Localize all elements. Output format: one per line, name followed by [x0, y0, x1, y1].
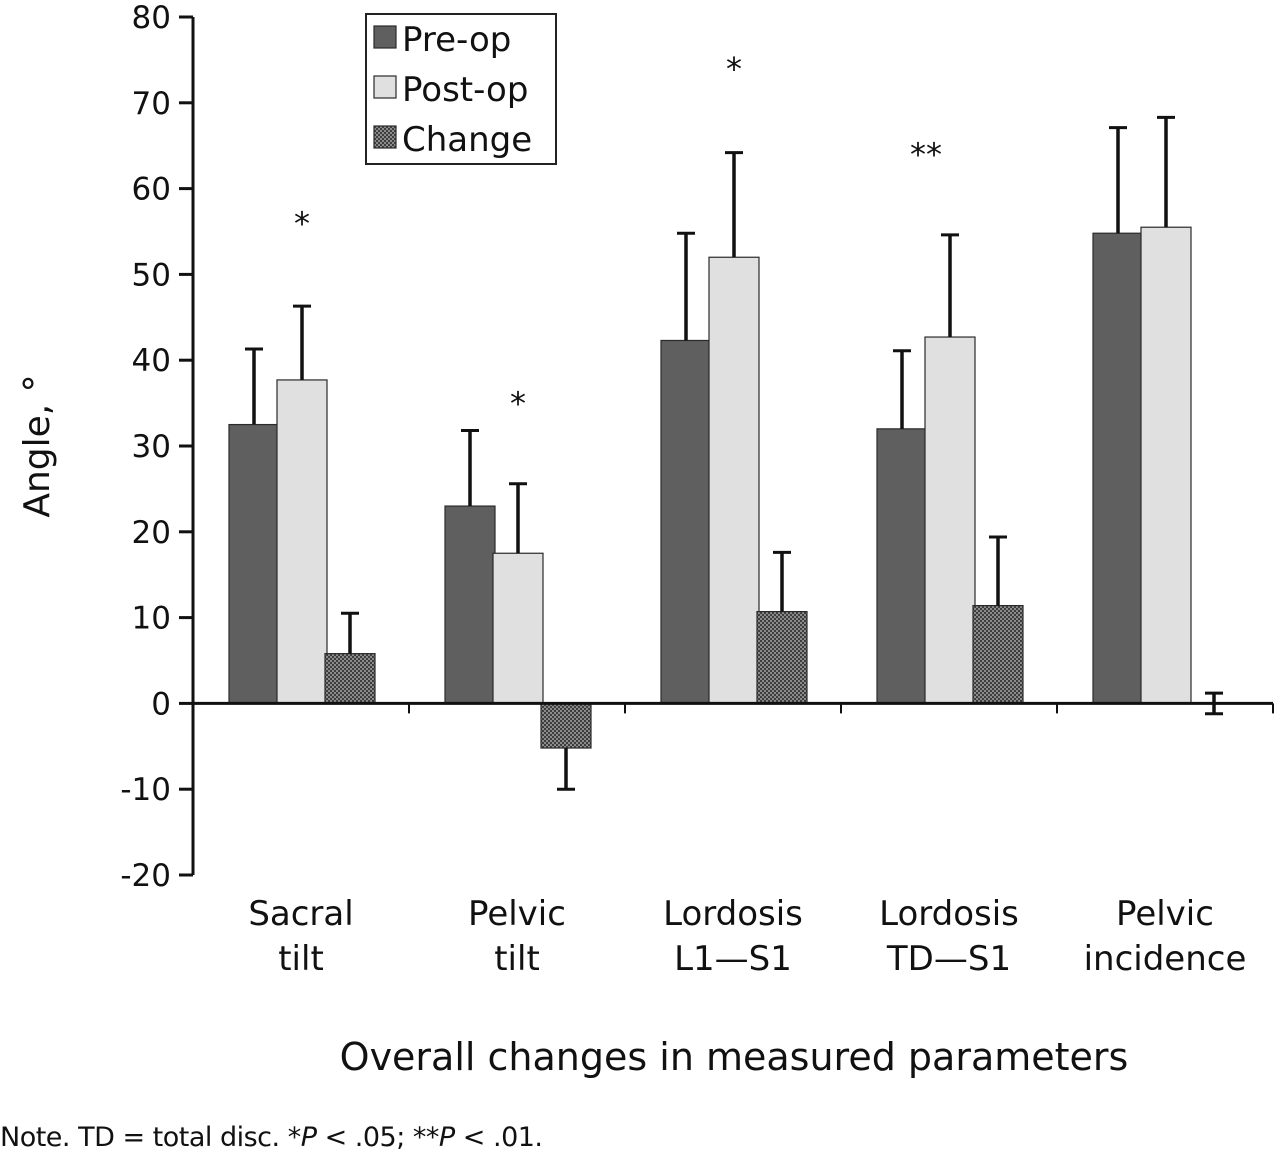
y-tick-label: 0 — [151, 686, 171, 722]
y-tick-label: 10 — [132, 601, 171, 637]
bars-layer — [228, 115, 1223, 791]
footnote: Note. TD = total disc. *P < .05; **P < .… — [0, 1122, 543, 1153]
bar — [492, 552, 544, 704]
y-tick-label: 60 — [132, 172, 171, 208]
x-tick-label: incidence — [1084, 939, 1247, 979]
bar — [1140, 226, 1192, 705]
legend-swatch — [373, 75, 397, 99]
bar — [756, 610, 808, 704]
bar — [540, 702, 592, 749]
legend-box — [365, 13, 557, 165]
footnote-p-symbol: P — [438, 1122, 455, 1153]
bar — [660, 339, 712, 704]
x-tick-label: Pelvic — [1116, 894, 1214, 934]
text-layer: 80 70 60 50 40 30 20 10 0 -10 -20 Angle, ° Sacral til… — [17, 0, 1246, 1079]
x-tick-label: L1—S1 — [674, 939, 792, 979]
bar — [1092, 232, 1144, 704]
y-tick-label: 30 — [132, 429, 171, 465]
x-tick-label: Lordosis — [663, 894, 803, 934]
legend-swatch — [373, 125, 397, 149]
bar — [876, 428, 928, 704]
footnote-text: Note. TD = total disc. * — [0, 1122, 301, 1153]
bar — [276, 379, 328, 704]
y-axis-title: Angle, ° — [17, 374, 58, 517]
bar — [924, 336, 976, 704]
y-tick-label: 70 — [132, 86, 171, 122]
y-tick-label: 20 — [132, 515, 171, 551]
footnote-p-symbol: P — [300, 1122, 317, 1153]
legend-label: Change — [402, 120, 532, 160]
x-tick-label: Pelvic — [468, 894, 566, 934]
x-axis-title: Overall changes in measured parameters — [340, 1035, 1129, 1079]
chart: 80 70 60 50 40 30 20 10 0 -10 -20 Angle, ° Sacral til… — [17, 0, 1274, 1079]
bar — [708, 256, 760, 704]
significance-marker: * — [510, 385, 526, 423]
x-tick-label: Lordosis — [879, 894, 1019, 934]
x-tick-label: tilt — [278, 939, 324, 979]
x-tick-label: Sacral — [248, 894, 353, 934]
y-tick-label: 80 — [132, 0, 171, 36]
legend-swatch — [373, 25, 397, 49]
significance-marker: * — [726, 50, 742, 88]
bar — [228, 423, 280, 704]
legend: Pre-op Post-op Change — [365, 13, 557, 165]
y-tick-label: 50 — [132, 257, 171, 293]
x-tick-label: tilt — [494, 939, 540, 979]
y-tick-label: -20 — [120, 858, 171, 894]
bar — [324, 653, 376, 704]
x-tick-label: TD—S1 — [886, 939, 1011, 979]
footnote-text: < .01. — [454, 1122, 543, 1153]
legend-label: Pre-op — [402, 20, 511, 60]
significance-marker: * — [294, 204, 310, 242]
legend-label: Post-op — [402, 70, 528, 110]
significance-marker: ** — [910, 136, 942, 174]
y-tick-label: 40 — [132, 343, 171, 379]
footnote-text: < .05; ** — [316, 1122, 440, 1153]
y-tick-label: -10 — [120, 772, 171, 808]
bar — [972, 604, 1024, 705]
bar — [444, 505, 496, 704]
axes-layer — [179, 15, 1274, 877]
